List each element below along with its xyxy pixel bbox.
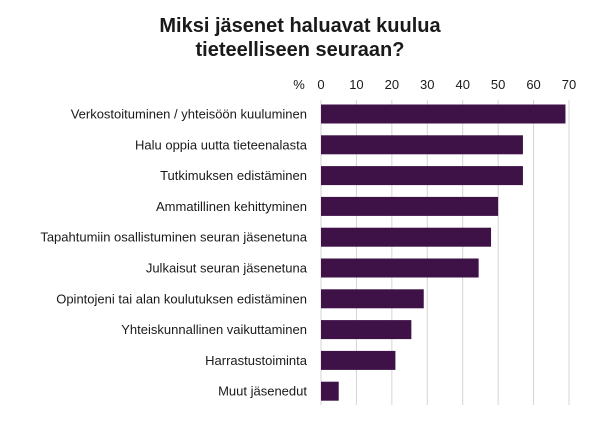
- x-tick-label: 10: [349, 77, 363, 92]
- category-label: Harrastustoiminta: [205, 353, 308, 368]
- category-label: Yhteiskunnallinen vaikuttaminen: [121, 322, 307, 337]
- x-tick-label: 30: [420, 77, 434, 92]
- bar: [321, 258, 479, 278]
- bar: [321, 227, 492, 247]
- x-tick-label: 70: [562, 77, 576, 92]
- bar: [321, 104, 566, 124]
- category-label: Ammatillinen kehittyminen: [156, 199, 307, 214]
- x-tick-label: 60: [526, 77, 540, 92]
- x-unit-label: %: [293, 77, 305, 92]
- category-label: Halu oppia uutta tieteenalasta: [135, 137, 308, 152]
- category-label: Tapahtumiin osallistuminen seuran jäsene…: [40, 230, 307, 245]
- bar: [321, 289, 424, 309]
- bars: [321, 104, 566, 401]
- category-label: Julkaisut seuran jäsenetuna: [146, 261, 308, 276]
- x-tick-label: 0: [317, 77, 324, 92]
- category-labels: Verkostoituminen / yhteisöön kuuluminen H…: [40, 107, 307, 399]
- bar: [321, 135, 523, 155]
- category-label: Muut jäsenedut: [218, 384, 307, 399]
- category-label: Opintojeni tai alan koulutuksen edistämi…: [56, 291, 307, 306]
- bar: [321, 166, 523, 186]
- x-axis-ticks: 0 10 20 30 40 50 60 70%: [293, 77, 576, 92]
- category-label: Tutkimuksen edistäminen: [160, 168, 307, 183]
- chart-title-line-1: Miksi jäsenet haluavat kuulua: [159, 15, 441, 37]
- category-label: Verkostoituminen / yhteisöön kuuluminen: [71, 107, 307, 122]
- bar: [321, 381, 339, 401]
- chart-title: Miksi jäsenet haluavat kuulua tieteellis…: [0, 14, 600, 62]
- x-tick-label: 40: [455, 77, 469, 92]
- x-tick-label: 50: [491, 77, 505, 92]
- bar: [321, 320, 412, 340]
- bar: [321, 196, 499, 216]
- bar: [321, 350, 396, 370]
- x-tick-label: 20: [385, 77, 399, 92]
- chart-title-line-2: tieteelliseen seuraan?: [195, 39, 405, 61]
